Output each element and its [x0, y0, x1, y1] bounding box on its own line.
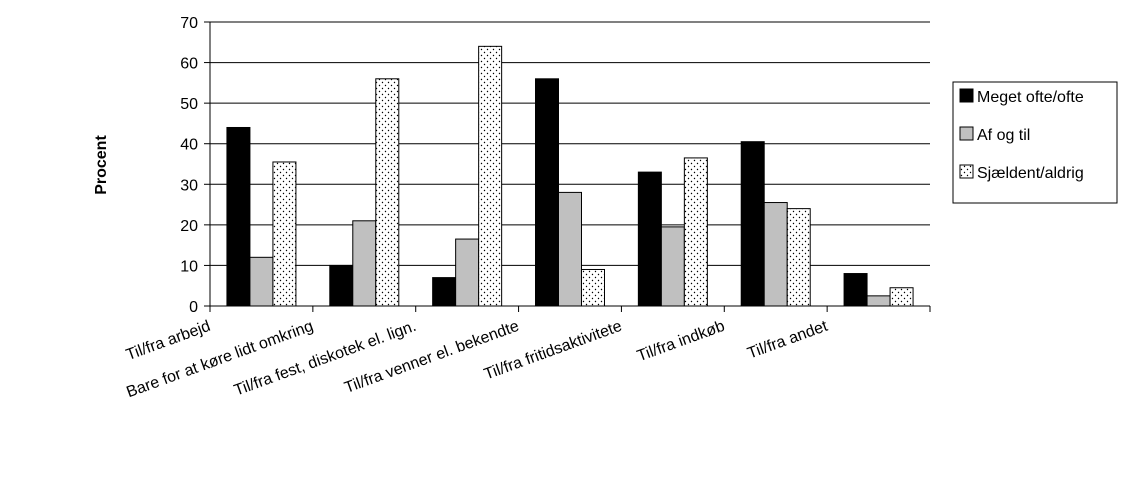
bar — [637, 171, 662, 307]
category-label: Til/fra indkøb — [635, 318, 727, 365]
bar — [581, 268, 605, 307]
bar — [683, 157, 708, 307]
y-tick-label: 20 — [180, 218, 198, 235]
bar — [535, 78, 559, 307]
y-tick-label: 0 — [189, 299, 198, 316]
y-axis-label: Procent — [93, 135, 110, 195]
bar — [660, 226, 685, 307]
y-tick-label: 10 — [180, 258, 198, 275]
bar — [249, 256, 274, 307]
bar — [329, 264, 354, 307]
legend-label: Af og til — [977, 127, 1030, 144]
legend-box — [952, 81, 1118, 204]
category-label: Til/fra fest, diskotek el. lign. — [232, 318, 419, 400]
legend-swatch — [959, 164, 974, 179]
legend-swatch — [959, 88, 974, 103]
y-tick-label: 40 — [180, 137, 198, 154]
y-tick-label: 50 — [180, 96, 198, 113]
bar — [375, 78, 400, 307]
y-tick-label: 60 — [180, 56, 198, 73]
bar — [352, 220, 377, 307]
category-label: Til/fra andet — [745, 318, 830, 363]
bar — [786, 208, 811, 307]
bar — [763, 202, 788, 307]
category-label: Bare for at køre lidt omkring — [124, 318, 315, 401]
bar — [226, 126, 251, 307]
axes — [209, 22, 931, 312]
y-tick-labels: 0 10 20 30 40 50 60 70 — [180, 15, 198, 316]
category-label: Til/fra venner el. bekendte — [342, 318, 521, 397]
legend-label: Meget ofte/ofte — [977, 89, 1084, 106]
bar — [843, 273, 868, 307]
bar — [740, 141, 765, 307]
y-tick-label: 70 — [180, 15, 198, 32]
bar — [455, 238, 480, 307]
legend-swatch — [959, 126, 974, 141]
y-tick-label: 30 — [180, 177, 198, 194]
bar — [272, 161, 297, 307]
legend: Meget ofte/ofte Af og til Sjældent/aldrig — [952, 81, 1118, 204]
bar — [889, 287, 914, 307]
bar — [478, 45, 503, 307]
bar — [866, 295, 891, 307]
bar — [558, 191, 582, 307]
bars — [226, 45, 914, 307]
legend-label: Sjældent/aldrig — [977, 165, 1084, 182]
bar — [432, 277, 457, 307]
